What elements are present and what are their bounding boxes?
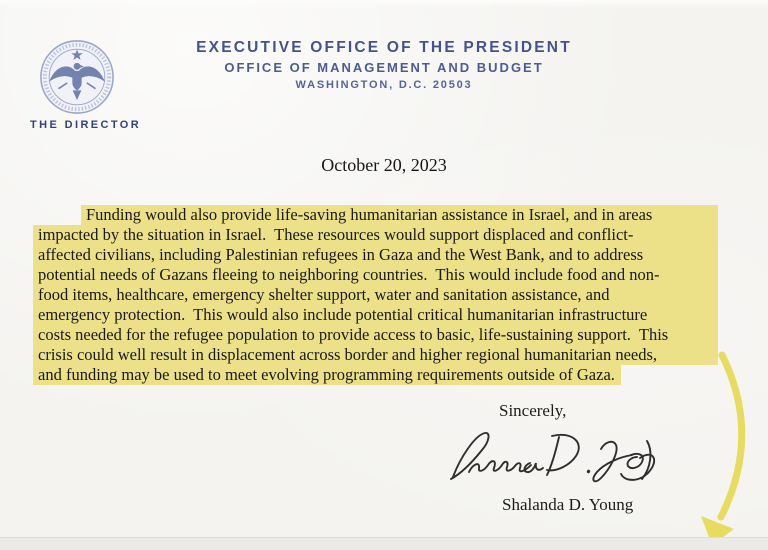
- highlighted-line: affected civilians, including Palestinia…: [33, 245, 718, 265]
- agency-name: EXECUTIVE OFFICE OF THE PRESIDENT: [196, 39, 572, 56]
- highlighted-line: food items, healthcare, emergency shelte…: [33, 285, 718, 305]
- director-title: THE DIRECTOR: [30, 119, 142, 131]
- omb-seal-icon: [40, 40, 114, 114]
- highlighted-line: emergency protection. This would also in…: [33, 305, 718, 325]
- highlighted-line: and funding may be used to meet evolving…: [33, 365, 718, 385]
- highlighted-line: impacted by the situation in Israel. The…: [33, 225, 718, 245]
- handwritten-signature: [450, 432, 656, 483]
- highlighted-line: costs needed for the refugee population …: [33, 325, 718, 345]
- paper-bottom-edge: [0, 537, 768, 550]
- signer-name: Shalanda D. Young: [502, 495, 634, 514]
- valediction: Sincerely,: [499, 401, 567, 420]
- letter-body: Funding would also provide life-saving h…: [33, 205, 718, 385]
- masthead: EXECUTIVE OFFICE OF THE PRESIDENT OFFICE…: [0, 38, 768, 94]
- date-line: October 20, 2023: [321, 155, 447, 175]
- office-name: OFFICE OF MANAGEMENT AND BUDGET: [224, 60, 544, 75]
- address-line: WASHINGTON, D.C. 20503: [295, 79, 473, 91]
- highlighted-line: potential needs of Gazans fleeing to nei…: [33, 265, 718, 285]
- curved-down-arrow-icon: [701, 351, 746, 545]
- highlighted-line: Funding would also provide life-saving h…: [33, 205, 718, 225]
- highlighted-line: crisis could well result in displacement…: [33, 345, 718, 365]
- paper-top-edge: [0, 0, 768, 8]
